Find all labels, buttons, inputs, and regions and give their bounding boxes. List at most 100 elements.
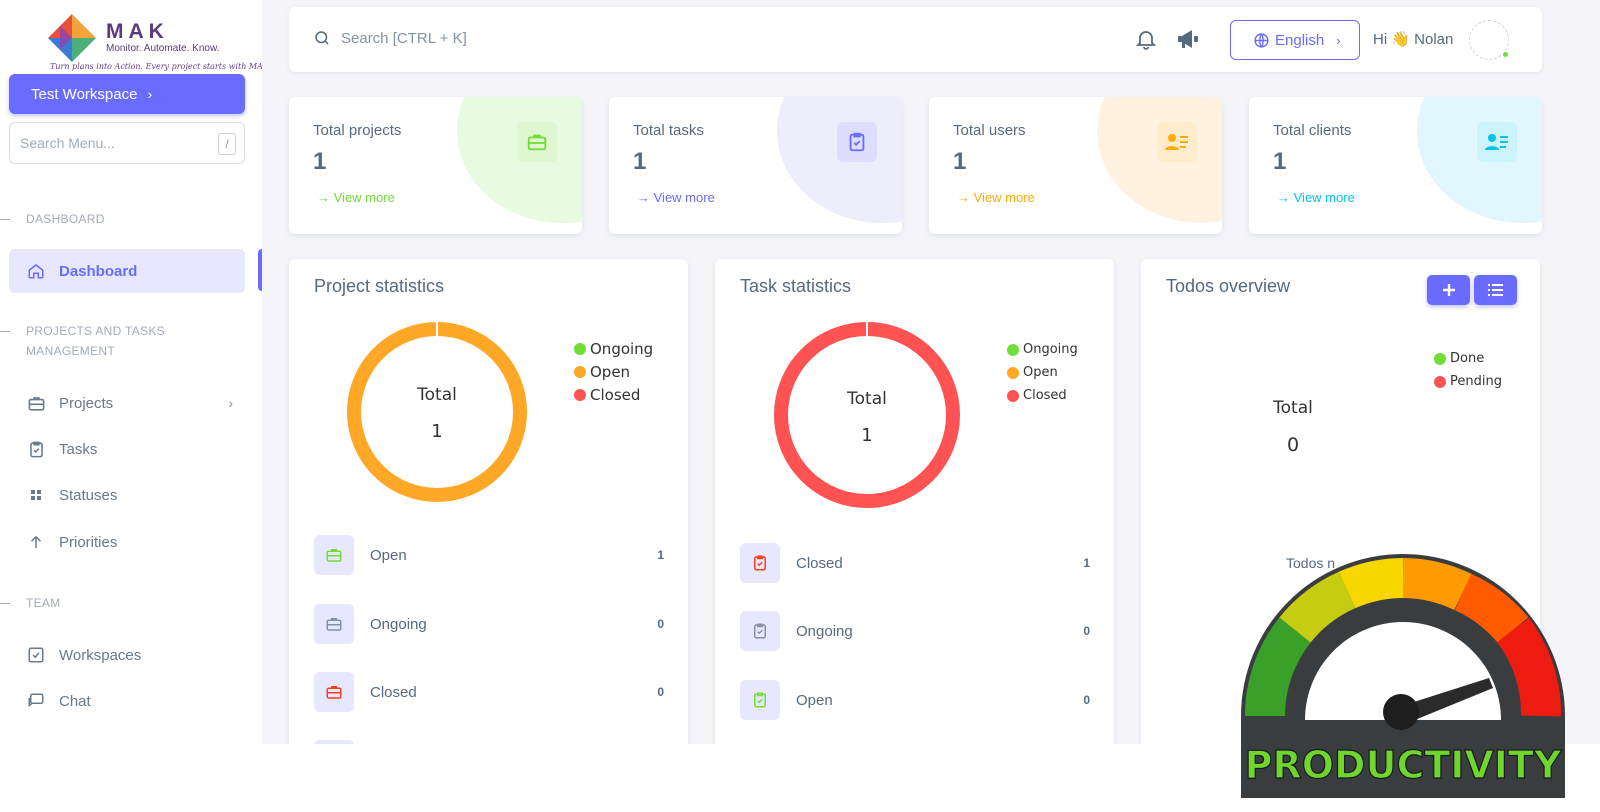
gauge-segment-red bbox=[1496, 617, 1561, 717]
sidebar-item-label: Chat bbox=[59, 692, 91, 710]
sidebar-item-priorities[interactable]: Priorities bbox=[9, 520, 245, 564]
gauge-segment-orange bbox=[1402, 558, 1472, 611]
brand-logo[interactable]: MAK Monitor. Automate. Know. Turn plans … bbox=[42, 8, 262, 72]
chevron-right-icon: › bbox=[228, 395, 233, 411]
task-donut-chart bbox=[774, 321, 960, 508]
project-statistics-card: Project statistics Total 1 Ongoing Open … bbox=[289, 259, 688, 744]
clipboard-check-icon bbox=[740, 680, 780, 720]
globe-icon bbox=[1254, 32, 1269, 48]
brand-script: Turn plans into Action. Every project st… bbox=[50, 62, 262, 71]
sidebar-item-label: Projects bbox=[59, 394, 114, 412]
productivity-gauge-graphic: PRODUCTIVITY bbox=[1241, 554, 1565, 798]
list-item[interactable]: Open 1 bbox=[314, 535, 664, 575]
legend-item[interactable]: Open bbox=[1007, 361, 1078, 384]
status-label: Ongoing bbox=[370, 615, 427, 633]
legend-label: Pending bbox=[1450, 374, 1502, 389]
add-todo-button[interactable] bbox=[1427, 275, 1470, 305]
sidebar-item-projects[interactable]: Projects › bbox=[9, 381, 245, 425]
chart-legend: Done Pending bbox=[1434, 347, 1502, 393]
status-label: Open bbox=[796, 691, 833, 709]
stat-value: 1 bbox=[633, 148, 647, 175]
top-navbar: Search [CTRL + K] English › Hi 👋 Nolan bbox=[289, 7, 1542, 72]
list-item[interactable]: Ongoing 0 bbox=[314, 604, 664, 644]
list-item-icon-partial bbox=[314, 740, 354, 744]
sidebar-item-label: Priorities bbox=[59, 533, 118, 551]
legend-item[interactable]: Open bbox=[574, 360, 653, 383]
chart-legend: Ongoing Open Closed bbox=[1007, 338, 1078, 407]
view-more-label: View more bbox=[653, 190, 715, 205]
card-title: Todos overview bbox=[1166, 276, 1291, 296]
stat-card-clients: Total clients 1 → View more bbox=[1249, 97, 1542, 234]
chevron-right-icon: › bbox=[1336, 32, 1341, 48]
bell-icon[interactable] bbox=[1134, 27, 1158, 56]
menu-search-input[interactable]: Search Menu... / bbox=[9, 122, 245, 164]
view-more-link[interactable]: → View more bbox=[957, 190, 1035, 205]
stat-card-projects: Total projects 1 → View more bbox=[289, 97, 582, 234]
clipboard-check-icon bbox=[740, 611, 780, 651]
briefcase-icon bbox=[517, 122, 557, 162]
donut-center-value: 0 bbox=[1286, 434, 1300, 456]
user-card-icon bbox=[1477, 122, 1517, 162]
user-card-icon bbox=[1157, 122, 1197, 162]
gauge-label: PRODUCTIVITY bbox=[1245, 743, 1562, 787]
stat-card-tasks: Total tasks 1 → View more bbox=[609, 97, 902, 234]
user-greeting: Hi 👋 Nolan bbox=[1373, 31, 1454, 48]
legend-swatch bbox=[1007, 343, 1019, 356]
sidebar: MAK Monitor. Automate. Know. Turn plans … bbox=[0, 0, 262, 760]
gauge-segment-yellow-green bbox=[1279, 571, 1356, 643]
sidebar-item-label: Statuses bbox=[59, 486, 118, 504]
avatar[interactable] bbox=[1469, 20, 1510, 60]
legend-item[interactable]: Closed bbox=[574, 383, 653, 406]
legend-item[interactable]: Done bbox=[1434, 347, 1502, 370]
sidebar-item-workspaces[interactable]: Workspaces bbox=[9, 633, 245, 677]
task-statistics-card: Task statistics Total 1 Ongoing Open Clo… bbox=[715, 259, 1114, 744]
language-selector[interactable]: English › bbox=[1230, 20, 1360, 60]
global-search-input[interactable]: Search [CTRL + K] bbox=[341, 30, 467, 47]
list-item[interactable]: Closed 0 bbox=[314, 672, 664, 712]
legend-item[interactable]: Ongoing bbox=[574, 337, 653, 360]
view-more-link[interactable]: → View more bbox=[637, 190, 715, 205]
sidebar-item-tasks[interactable]: Tasks bbox=[9, 427, 245, 471]
section-projects-line1: PROJECTS AND TASKS bbox=[26, 324, 165, 338]
section-projects-line2: MANAGEMENT bbox=[26, 344, 116, 358]
todo-list-button[interactable] bbox=[1474, 275, 1517, 305]
grid-icon bbox=[26, 485, 46, 505]
list-item[interactable]: Open 0 bbox=[740, 680, 1090, 720]
legend-swatch bbox=[574, 388, 586, 401]
legend-label: Closed bbox=[590, 385, 641, 404]
legend-item[interactable]: Pending bbox=[1434, 370, 1502, 393]
clipboard-check-icon bbox=[837, 122, 877, 162]
sidebar-item-dashboard[interactable]: Dashboard bbox=[9, 249, 245, 293]
legend-item[interactable]: Ongoing bbox=[1007, 338, 1078, 361]
status-count: 0 bbox=[1083, 693, 1090, 707]
sidebar-item-label: Workspaces bbox=[59, 646, 142, 664]
legend-item[interactable]: Closed bbox=[1007, 384, 1078, 407]
gauge-segment-dark-orange bbox=[1454, 573, 1529, 644]
search-icon[interactable] bbox=[313, 29, 331, 52]
gauge-needle-hub bbox=[1383, 694, 1419, 730]
language-label: English bbox=[1275, 31, 1325, 49]
sidebar-item-chat[interactable]: Chat bbox=[9, 679, 245, 723]
stat-value: 1 bbox=[953, 148, 967, 175]
status-label: Closed bbox=[796, 554, 843, 572]
status-count: 0 bbox=[1083, 624, 1090, 638]
legend-swatch bbox=[1434, 375, 1446, 388]
workspace-button[interactable]: Test Workspace › bbox=[9, 74, 245, 114]
megaphone-icon[interactable] bbox=[1175, 27, 1201, 56]
gauge-needle bbox=[1395, 678, 1493, 724]
online-status-dot bbox=[1501, 50, 1510, 59]
plus-icon bbox=[1442, 284, 1455, 296]
main-content: Search [CTRL + K] English › Hi 👋 Nolan T… bbox=[262, 0, 1600, 744]
donut-ring-open bbox=[347, 322, 527, 502]
view-more-link[interactable]: → View more bbox=[317, 190, 395, 205]
legend-label: Ongoing bbox=[1023, 342, 1078, 357]
status-label: Closed bbox=[370, 683, 417, 701]
sidebar-item-statuses[interactable]: Statuses bbox=[9, 473, 245, 517]
list-item[interactable]: Ongoing 0 bbox=[740, 611, 1090, 651]
list-item[interactable]: Closed 1 bbox=[740, 543, 1090, 583]
legend-label: Open bbox=[1023, 365, 1058, 380]
view-more-link[interactable]: → View more bbox=[1277, 190, 1355, 205]
legend-label: Closed bbox=[1023, 388, 1067, 403]
checkbox-icon bbox=[26, 645, 46, 665]
chevron-right-icon: › bbox=[147, 86, 153, 102]
